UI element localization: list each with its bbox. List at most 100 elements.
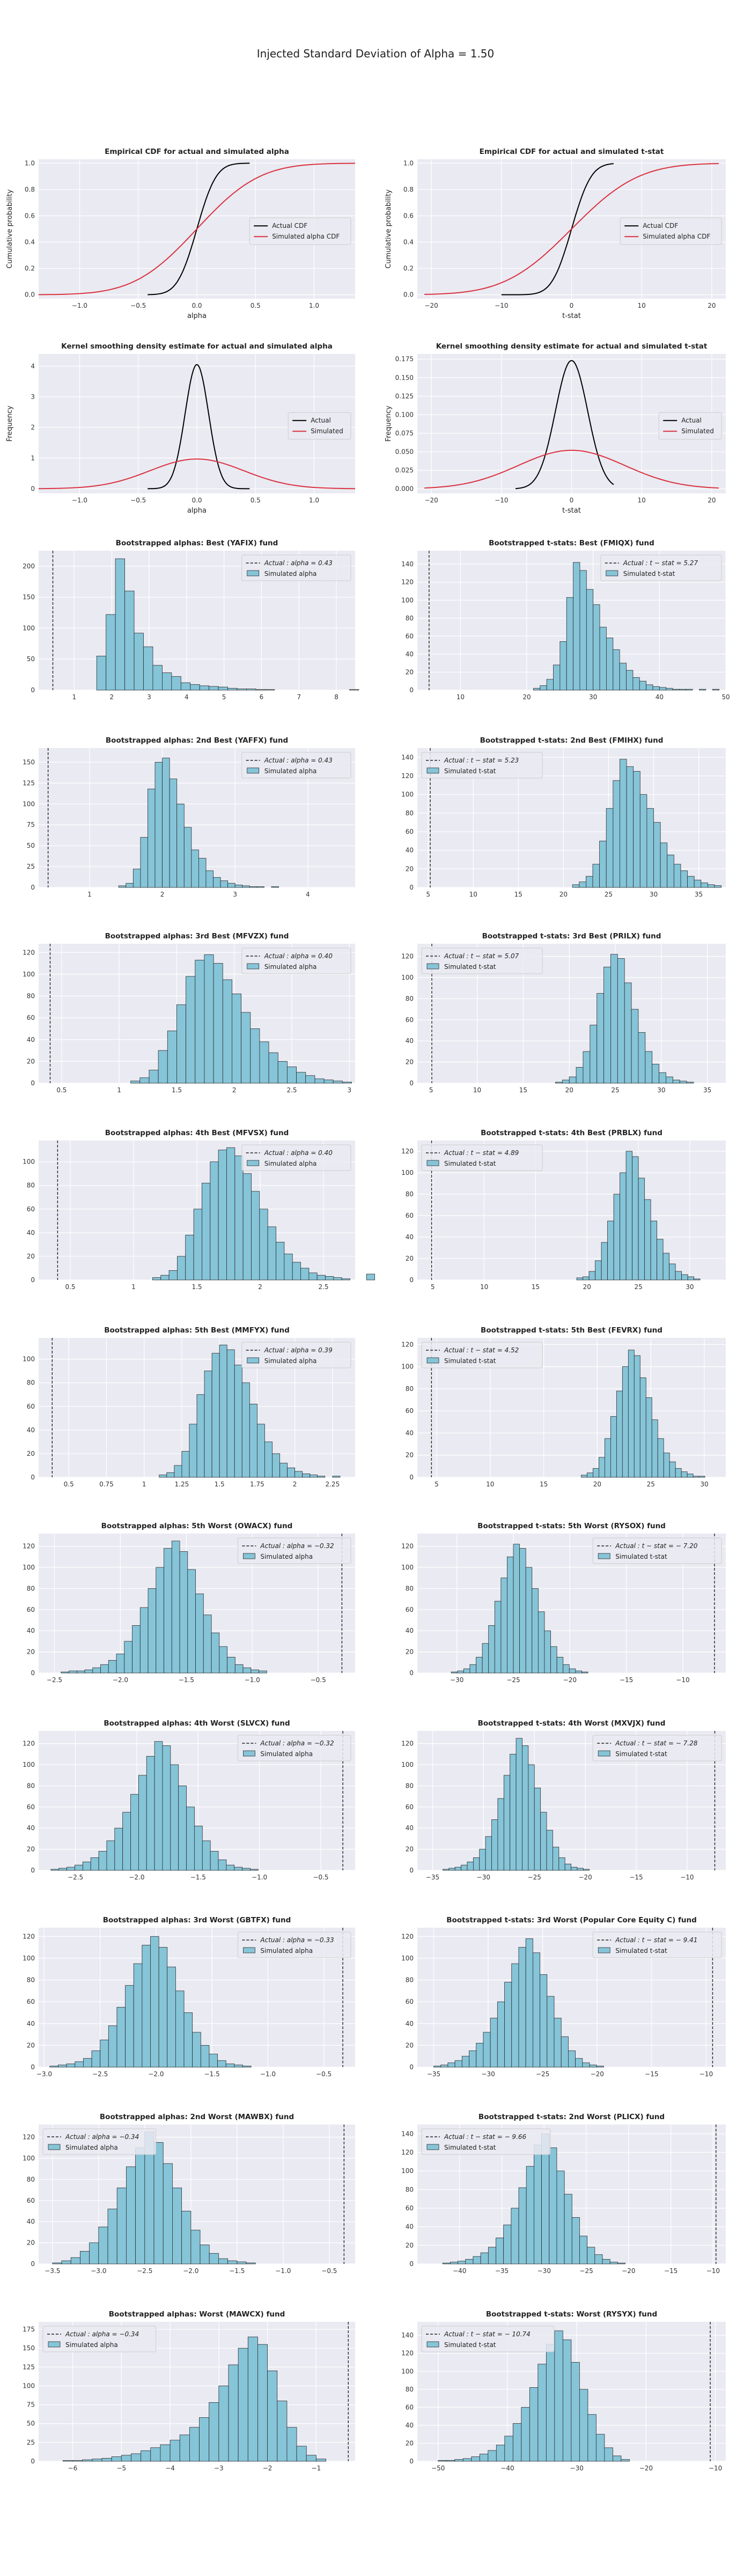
x-tick-label: 30 bbox=[700, 1481, 708, 1488]
y-tick-label: 40 bbox=[27, 1426, 35, 1434]
histogram-bar bbox=[152, 1277, 161, 1280]
y-tick-label: 120 bbox=[401, 1148, 414, 1155]
histogram-bar bbox=[540, 685, 547, 691]
histogram-bar bbox=[479, 1849, 486, 1871]
histogram-bar bbox=[106, 614, 116, 691]
legend-swatch bbox=[242, 1750, 255, 1757]
x-tick-label: 0.75 bbox=[99, 1481, 114, 1488]
legend-label: Simulated alpha bbox=[264, 1160, 317, 1167]
x-tick-label: −4 bbox=[165, 2464, 175, 2472]
histogram-bar bbox=[473, 1857, 480, 1871]
histogram-bar bbox=[632, 1156, 639, 1280]
histogram-bar bbox=[558, 1857, 565, 1871]
y-tick-label: 120 bbox=[401, 772, 414, 780]
histogram-bar bbox=[701, 882, 708, 888]
histogram-bar bbox=[546, 2344, 555, 2462]
histogram-bar bbox=[513, 1544, 520, 1674]
x-tick-label: −0.5 bbox=[130, 497, 146, 504]
histogram-bar bbox=[581, 1671, 588, 1674]
x-tick-label: 5 bbox=[429, 1086, 433, 1094]
x-tick-label: 1.5 bbox=[192, 1283, 202, 1291]
histogram-bar bbox=[308, 1272, 318, 1280]
histogram-bar bbox=[549, 2147, 557, 2264]
histogram-bar bbox=[465, 2259, 474, 2264]
histogram-bar bbox=[237, 689, 247, 691]
x-tick-label: 2 bbox=[258, 1283, 262, 1291]
histogram-bar bbox=[310, 1475, 318, 1478]
histogram-bar bbox=[107, 2209, 117, 2264]
histogram-bar bbox=[140, 837, 148, 888]
histogram-bar bbox=[633, 771, 640, 888]
series-line bbox=[148, 364, 250, 490]
histogram-bar bbox=[583, 1276, 590, 1280]
legend-label: Simulated alpha bbox=[264, 767, 317, 775]
histogram-bar bbox=[488, 2450, 497, 2462]
x-tick-label: 30 bbox=[686, 1283, 694, 1291]
y-tick-label: 0.2 bbox=[403, 265, 414, 272]
x-tick-label: −10 bbox=[700, 2070, 713, 2078]
x-tick-label: −25 bbox=[506, 1676, 520, 1684]
histogram-bar bbox=[593, 1468, 599, 1478]
y-tick-label: 40 bbox=[27, 1627, 35, 1634]
histogram-bar bbox=[659, 1072, 666, 1084]
y-tick-label: 140 bbox=[401, 2130, 414, 2137]
legend-label: Simulated t-stat bbox=[623, 570, 675, 578]
histogram-bar bbox=[222, 979, 232, 1084]
x-tick-label: 10 bbox=[473, 1086, 481, 1094]
y-tick-label: 1.0 bbox=[403, 159, 414, 167]
y-tick-label: 80 bbox=[406, 2386, 414, 2393]
histogram-bar bbox=[613, 780, 620, 888]
x-tick-label: −20 bbox=[622, 2267, 635, 2275]
histogram-bar bbox=[267, 1226, 276, 1280]
x-tick-label: −10 bbox=[680, 1874, 694, 1881]
chart-title: Bootstrapped t-stats: 5th Best (FEVRX) f… bbox=[481, 1326, 662, 1335]
legend-label: Actual : alpha = −0.33 bbox=[260, 1936, 334, 1944]
chart-panel-bt-4: 5 10 15 20 25 30 0 20 40 60 80 100 120 Bootstrapped t… bbox=[401, 1129, 726, 1291]
histogram-bar bbox=[566, 597, 573, 691]
histogram-bar bbox=[554, 2330, 563, 2462]
histogram-bar bbox=[75, 1864, 83, 1871]
y-tick-label: 120 bbox=[23, 949, 35, 956]
x-tick-label: 1 bbox=[87, 891, 92, 898]
histogram-bar bbox=[366, 1274, 375, 1280]
histogram-bar bbox=[639, 1377, 646, 1478]
histogram-bar bbox=[296, 2446, 307, 2462]
y-tick-label: 80 bbox=[27, 1182, 35, 1189]
x-tick-label: −0.5 bbox=[130, 302, 146, 309]
legend-swatch bbox=[48, 2144, 61, 2150]
histogram-bar bbox=[189, 2427, 200, 2462]
x-tick-label: −1.0 bbox=[72, 497, 87, 504]
y-tick-label: 0.075 bbox=[395, 430, 414, 437]
y-tick-label: 40 bbox=[27, 2218, 35, 2225]
legend-box bbox=[592, 1931, 722, 1958]
histogram-bar bbox=[624, 982, 632, 1084]
x-tick-label: −1.0 bbox=[252, 1874, 267, 1881]
histogram-bar bbox=[433, 2066, 441, 2068]
x-tick-label: −2.5 bbox=[92, 2070, 108, 2078]
histogram-bar bbox=[617, 2262, 625, 2264]
legend-label: Actual : t − stat = − 7.20 bbox=[615, 1542, 698, 1550]
histogram-bar bbox=[242, 885, 250, 888]
chart-title: Bootstrapped t-stats: 4th Worst (MXVJX) … bbox=[478, 1719, 666, 1728]
y-tick-label: 80 bbox=[406, 809, 414, 817]
histogram-bar bbox=[652, 686, 660, 691]
legend-label: Simulated t-stat bbox=[444, 1160, 496, 1167]
histogram-bar bbox=[595, 2434, 605, 2462]
histogram-bar bbox=[194, 1825, 203, 1871]
histogram-bar bbox=[613, 1194, 620, 1280]
chart-panel-ba-10: −6 −5 −4 −3 −2 −1 0 25 50 75 100 125 150 175 Bootstrap… bbox=[23, 2310, 355, 2472]
legend-label: Actual : t − stat = 5.27 bbox=[623, 559, 698, 567]
histogram-bar bbox=[272, 1453, 280, 1478]
histogram-bar bbox=[469, 2051, 477, 2068]
x-tick-label: −20 bbox=[639, 2464, 653, 2472]
y-tick-label: 0.125 bbox=[395, 393, 414, 400]
histogram-bar bbox=[284, 1254, 293, 1280]
y-tick-label: 60 bbox=[406, 2403, 414, 2411]
histogram-bar bbox=[547, 1996, 555, 2068]
chart-panel-bt-2: 5 10 15 20 25 30 35 0 20 40 60 80 100 120 140 Bootstrap… bbox=[401, 736, 726, 898]
x-tick-label: 2 bbox=[160, 891, 165, 898]
legend-box bbox=[421, 752, 543, 779]
x-tick-label: −3.0 bbox=[91, 2267, 106, 2275]
y-tick-label: 100 bbox=[401, 1564, 414, 1571]
